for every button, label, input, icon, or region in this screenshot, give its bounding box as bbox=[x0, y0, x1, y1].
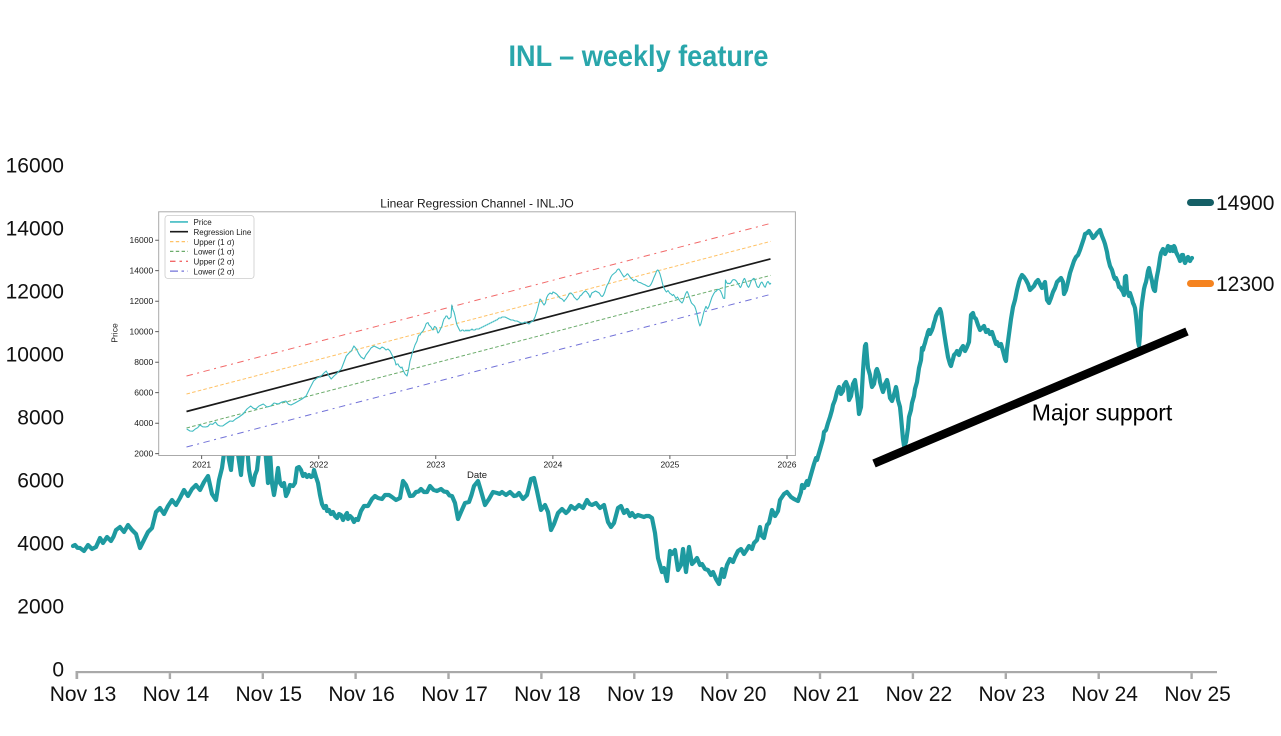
svg-text:12000: 12000 bbox=[130, 296, 154, 306]
svg-text:Nov 23: Nov 23 bbox=[979, 683, 1046, 706]
svg-text:10000: 10000 bbox=[6, 344, 64, 367]
svg-text:2026: 2026 bbox=[778, 460, 797, 470]
svg-text:Nov 14: Nov 14 bbox=[143, 683, 210, 706]
svg-text:Upper (2 σ): Upper (2 σ) bbox=[194, 258, 235, 267]
svg-text:16000: 16000 bbox=[130, 235, 154, 245]
svg-text:2024: 2024 bbox=[543, 460, 562, 470]
svg-text:12300: 12300 bbox=[1216, 273, 1274, 296]
svg-text:2023: 2023 bbox=[426, 460, 445, 470]
svg-text:Nov 19: Nov 19 bbox=[607, 683, 674, 706]
svg-text:Nov 13: Nov 13 bbox=[50, 683, 117, 706]
svg-text:2022: 2022 bbox=[309, 460, 328, 470]
svg-text:Major support: Major support bbox=[1032, 400, 1173, 426]
svg-text:Nov 17: Nov 17 bbox=[421, 683, 488, 706]
svg-text:Linear Regression Channel - IN: Linear Regression Channel - INL.JO bbox=[380, 197, 573, 211]
svg-text:2025: 2025 bbox=[660, 460, 679, 470]
svg-text:6000: 6000 bbox=[17, 470, 64, 493]
svg-text:Nov 18: Nov 18 bbox=[514, 683, 581, 706]
svg-text:Nov 24: Nov 24 bbox=[1071, 683, 1138, 706]
svg-text:Nov 21: Nov 21 bbox=[793, 683, 860, 706]
svg-text:2000: 2000 bbox=[17, 596, 64, 619]
svg-text:16000: 16000 bbox=[6, 155, 64, 178]
svg-text:Nov 15: Nov 15 bbox=[236, 683, 303, 706]
svg-text:Lower (1 σ): Lower (1 σ) bbox=[194, 248, 235, 257]
svg-text:INL – weekly feature: INL – weekly feature bbox=[509, 40, 769, 73]
svg-text:Price: Price bbox=[110, 323, 120, 343]
svg-text:14000: 14000 bbox=[130, 266, 154, 276]
svg-text:Nov 25: Nov 25 bbox=[1164, 683, 1231, 706]
svg-text:Nov 16: Nov 16 bbox=[328, 683, 395, 706]
svg-text:8000: 8000 bbox=[17, 407, 64, 430]
svg-text:10000: 10000 bbox=[130, 327, 154, 337]
svg-text:Date: Date bbox=[467, 470, 487, 481]
svg-text:Lower (2 σ): Lower (2 σ) bbox=[194, 267, 235, 276]
svg-text:Upper (1 σ): Upper (1 σ) bbox=[194, 238, 235, 247]
svg-text:14900: 14900 bbox=[1216, 192, 1274, 215]
svg-text:14000: 14000 bbox=[6, 218, 64, 241]
svg-text:6000: 6000 bbox=[134, 388, 153, 398]
svg-text:8000: 8000 bbox=[134, 357, 153, 367]
svg-text:12000: 12000 bbox=[6, 281, 64, 304]
svg-text:0: 0 bbox=[52, 659, 64, 682]
svg-text:Price: Price bbox=[194, 218, 213, 227]
svg-text:2000: 2000 bbox=[134, 449, 153, 459]
svg-text:Regression Line: Regression Line bbox=[194, 228, 252, 237]
svg-text:Nov 22: Nov 22 bbox=[886, 683, 953, 706]
svg-text:4000: 4000 bbox=[134, 418, 153, 428]
svg-text:Nov 20: Nov 20 bbox=[700, 683, 767, 706]
svg-text:2021: 2021 bbox=[192, 460, 211, 470]
svg-text:4000: 4000 bbox=[17, 533, 64, 556]
